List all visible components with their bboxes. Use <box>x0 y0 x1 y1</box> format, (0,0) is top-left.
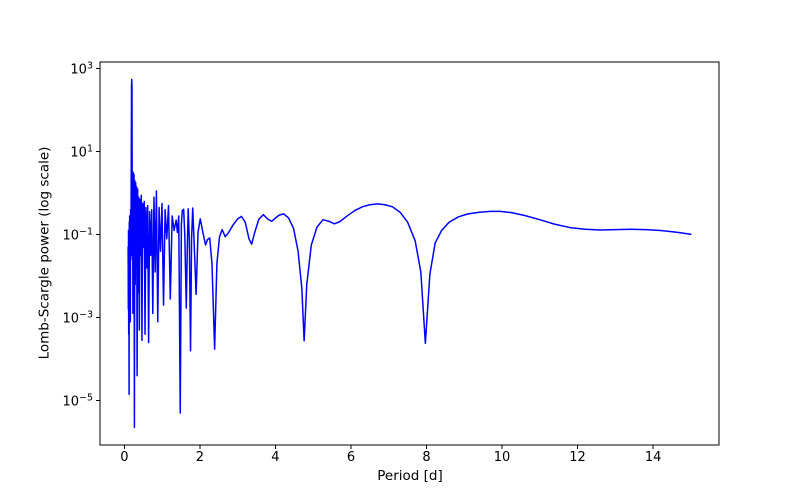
x-tick-label-14: 14 <box>644 450 662 465</box>
y-tick-exponent: −1 <box>78 226 93 238</box>
y-tick-base: 10 <box>70 62 87 78</box>
y-tick-exponent: −3 <box>78 309 93 321</box>
y-tick-label-1e1: 101 <box>70 144 93 159</box>
y-tick-exponent: 1 <box>86 143 93 155</box>
x-axis-label: Period [d] <box>377 468 443 484</box>
x-tick-label-10: 10 <box>493 450 511 465</box>
y-tick-base: 10 <box>62 311 79 327</box>
axis-tick-marks <box>96 68 654 449</box>
x-tick-label-6: 6 <box>346 450 356 465</box>
y-tick-exponent: −5 <box>78 392 93 404</box>
y-axis-label: Lomb-Scargle power (log scale) <box>36 146 53 360</box>
periodogram-line <box>127 78 692 429</box>
x-tick-label-12: 12 <box>569 450 586 465</box>
x-tick-label-8: 8 <box>422 450 431 465</box>
y-tick-base: 10 <box>62 228 79 244</box>
y-tick-base: 10 <box>70 145 87 161</box>
y-tick-exponent: 3 <box>86 60 93 72</box>
y-tick-base: 10 <box>62 394 79 410</box>
y-tick-label-1e-5: 10−5 <box>62 393 93 408</box>
axes-box <box>99 61 720 446</box>
x-tick-label-4: 4 <box>271 450 280 465</box>
y-tick-label-1e-3: 10−3 <box>62 310 93 325</box>
y-tick-label-1e3: 103 <box>70 61 93 76</box>
x-tick-label-0: 0 <box>120 450 129 465</box>
x-tick-label-2: 2 <box>195 450 205 465</box>
y-tick-label-1e-1: 10−1 <box>62 227 93 242</box>
